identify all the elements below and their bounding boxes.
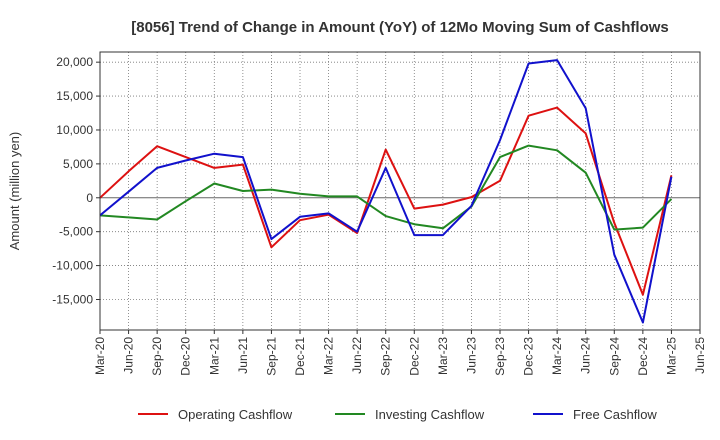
legend: Operating Cashflow Investing Cashflow Free…	[138, 407, 657, 422]
x-tick-label: Mar-21	[207, 337, 221, 375]
chart-title: [8056] Trend of Change in Amount (YoY) o…	[131, 19, 669, 36]
grid-lines	[99, 52, 701, 330]
x-tick-label: Jun-25	[693, 337, 707, 374]
x-tick-label: Jun-20	[122, 337, 136, 374]
y-tick-label: 0	[86, 191, 93, 205]
x-tick-label: Sep-21	[264, 337, 278, 376]
y-axis-ticks: -15,000 -10,000 -5,000 0 5,000 10,000 15,000 20…	[52, 55, 100, 306]
x-tick-label: Jun-21	[236, 337, 250, 374]
free-cashflow-line	[99, 59, 673, 324]
x-tick-label: Sep-22	[379, 337, 393, 376]
x-tick-label: Mar-20	[93, 337, 107, 375]
x-axis-ticks: Mar-20 Jun-20 Sep-20 Dec-20 Mar-21 Jun-21 Sep-…	[93, 330, 707, 376]
x-tick-label: Mar-22	[322, 337, 336, 375]
x-tick-label: Mar-23	[436, 337, 450, 375]
y-tick-label: -5,000	[59, 225, 93, 239]
y-tick-label: 5,000	[63, 157, 93, 171]
series-lines	[99, 59, 673, 324]
x-tick-label: Jun-24	[579, 337, 593, 374]
operating-cashflow-line	[99, 106, 673, 296]
y-tick-label: 10,000	[56, 123, 93, 137]
plot-frame	[99, 51, 701, 331]
x-tick-label: Sep-23	[493, 337, 507, 376]
y-axis-label: Amount (million yen)	[7, 132, 22, 251]
plot-border	[99, 51, 701, 331]
x-tick-label: Dec-21	[293, 337, 307, 376]
x-tick-label: Sep-20	[150, 337, 164, 376]
x-tick-label: Dec-20	[179, 337, 193, 376]
x-tick-label: Mar-24	[550, 337, 564, 375]
x-tick-label: Sep-24	[607, 337, 621, 376]
y-tick-label: 20,000	[56, 55, 93, 69]
x-tick-label: Dec-23	[522, 337, 536, 376]
x-tick-label: Dec-22	[407, 337, 421, 376]
y-tick-label: 15,000	[56, 89, 93, 103]
x-tick-label: Mar-25	[664, 337, 678, 375]
x-tick-label: Jun-23	[464, 337, 478, 374]
legend-label-investing-cashflow: Investing Cashflow	[375, 407, 485, 422]
x-tick-label: Jun-22	[350, 337, 364, 374]
legend-label-free-cashflow: Free Cashflow	[573, 407, 657, 422]
y-tick-label: -15,000	[52, 292, 93, 306]
y-tick-label: -10,000	[52, 259, 93, 273]
legend-label-operating-cashflow: Operating Cashflow	[178, 407, 293, 422]
x-tick-label: Dec-24	[636, 337, 650, 376]
investing-cashflow-line	[99, 144, 673, 231]
